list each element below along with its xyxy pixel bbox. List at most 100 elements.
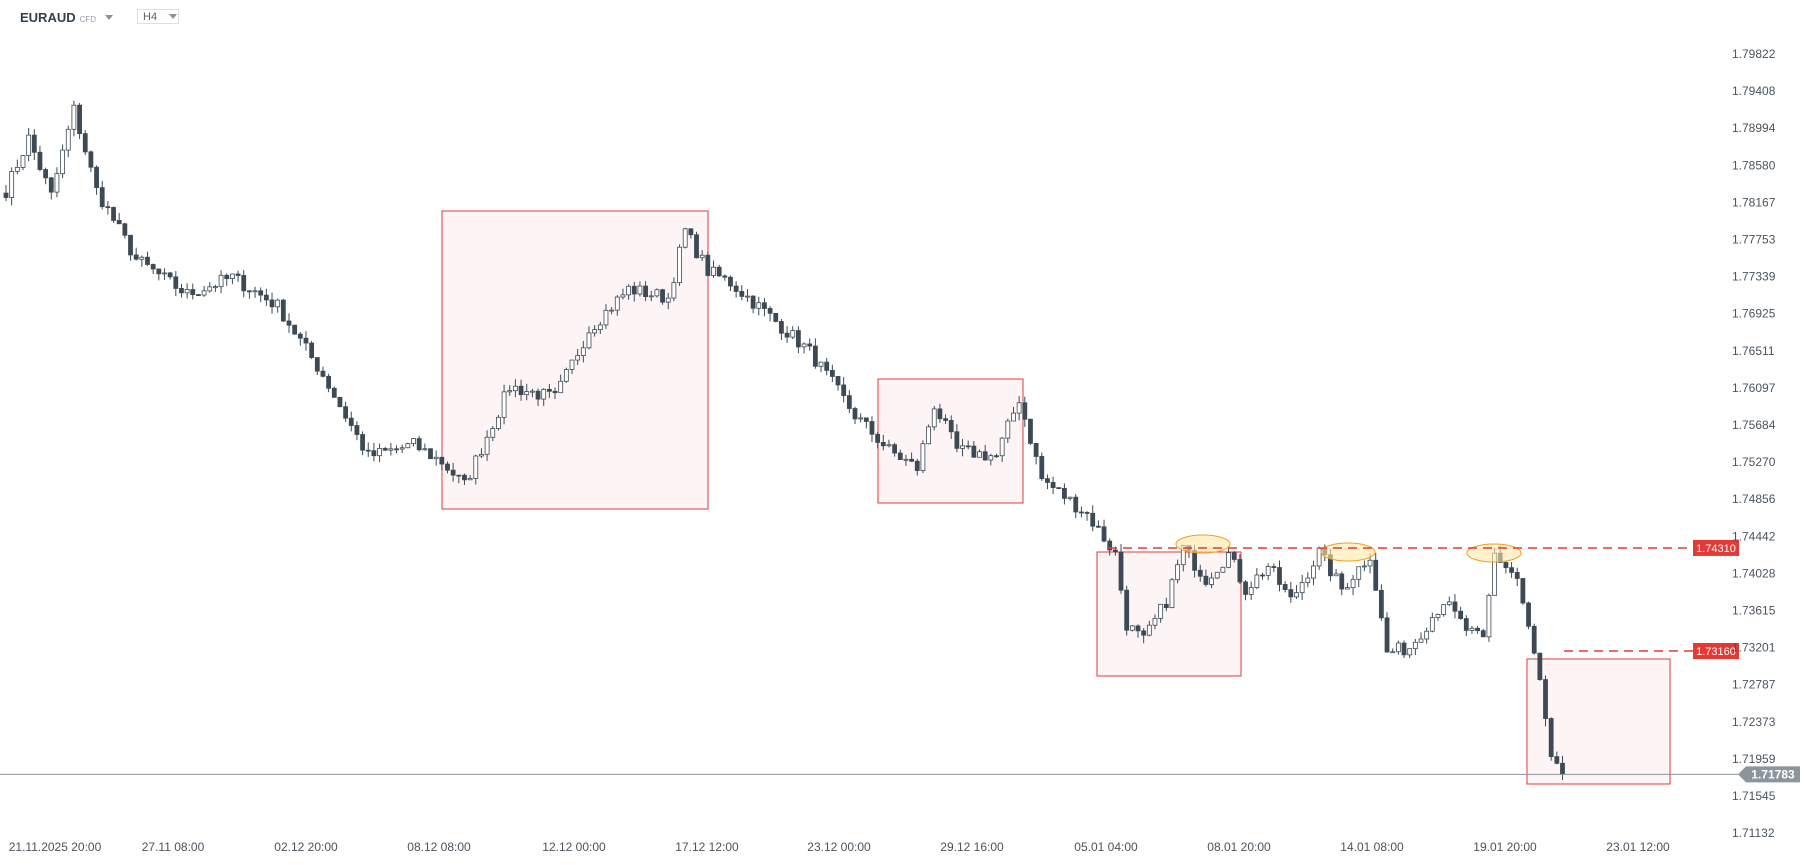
candle-body <box>1197 569 1203 577</box>
candle-body <box>1469 627 1475 631</box>
candle <box>682 227 688 249</box>
candle <box>1333 568 1339 577</box>
candle <box>982 444 988 461</box>
candle-body <box>1231 552 1237 560</box>
time-axis-label: 21.11.2025 20:00 <box>8 840 102 854</box>
candle <box>275 298 281 313</box>
level-price-label: 1.74310 <box>1696 543 1736 555</box>
candle-body <box>1237 559 1243 583</box>
candle <box>280 298 286 323</box>
candle <box>1316 546 1322 570</box>
candle-body <box>1560 762 1565 775</box>
time-axis-label: 27.11 08:00 <box>141 840 205 854</box>
candle-body <box>705 254 711 276</box>
candle-body <box>1548 718 1554 758</box>
chevron-down-icon[interactable] <box>105 15 114 20</box>
candle <box>354 421 360 441</box>
candle <box>988 453 994 466</box>
candle-body <box>9 170 15 198</box>
time-axis-label: 08.12 08:00 <box>407 840 471 854</box>
candle <box>960 439 965 457</box>
candle-body <box>473 455 479 479</box>
price-axis-label: 1.78167 <box>1732 195 1776 209</box>
candle-body <box>1260 574 1265 577</box>
time-axis-label: 12.12 00:00 <box>542 840 606 854</box>
candle-body <box>348 417 354 426</box>
candle <box>207 282 213 293</box>
candle-body <box>1350 578 1356 588</box>
candle <box>1163 597 1169 612</box>
candle-body <box>326 375 332 389</box>
candle-body <box>213 286 218 289</box>
candle-body <box>382 448 388 451</box>
candle-body <box>218 274 224 288</box>
candle <box>1299 574 1305 601</box>
candle <box>1429 612 1435 633</box>
candle-body <box>1429 617 1435 632</box>
candle-body <box>513 385 518 392</box>
candle <box>331 386 337 398</box>
candle <box>326 373 332 393</box>
candle-body <box>507 390 513 393</box>
price-axis-label: 1.74856 <box>1732 492 1776 506</box>
candle <box>1248 581 1254 600</box>
candle <box>835 376 841 391</box>
candle <box>473 454 479 485</box>
candle-body <box>111 207 116 221</box>
candle-body <box>1424 630 1430 640</box>
candle-body <box>1169 579 1175 609</box>
chevron-down-icon <box>169 14 178 19</box>
candle-body <box>518 385 524 396</box>
candle <box>603 304 609 330</box>
candle-body <box>1305 577 1311 584</box>
price-axis-label: 1.75684 <box>1732 418 1776 432</box>
candle <box>252 286 258 298</box>
price-axis-label: 1.79822 <box>1732 47 1776 61</box>
candle <box>167 271 173 280</box>
candle-body <box>1129 625 1135 631</box>
candle <box>1537 652 1543 681</box>
candle <box>1005 418 1011 444</box>
candle <box>1407 648 1413 659</box>
candle <box>365 442 371 457</box>
candle-body <box>94 166 99 188</box>
candle-body <box>1226 552 1231 568</box>
candle-body <box>439 456 445 465</box>
candle-body <box>263 294 269 301</box>
candle <box>1486 593 1492 642</box>
candle-body <box>1067 496 1073 499</box>
candle-body <box>1339 573 1345 590</box>
candle <box>399 444 405 454</box>
candle-body <box>631 285 637 295</box>
candle <box>1011 407 1016 422</box>
level-price-badge <box>1693 539 1739 556</box>
candle-body <box>756 302 762 309</box>
candle-body <box>603 309 609 326</box>
candle <box>745 289 750 302</box>
candle <box>909 452 914 462</box>
price-axis-label: 1.71132 <box>1732 826 1775 840</box>
candle <box>1220 566 1226 573</box>
candle <box>360 431 365 456</box>
candle <box>784 325 790 343</box>
candle-body <box>1333 573 1339 577</box>
candle-body <box>501 391 507 418</box>
candle-body <box>841 384 847 397</box>
candle <box>914 458 920 476</box>
candle-body <box>320 370 326 377</box>
candle <box>829 364 835 382</box>
symbol-selector[interactable]: EURAUD CFD <box>20 10 114 25</box>
candle-body <box>563 369 569 382</box>
candle-body <box>1316 547 1322 567</box>
candle-body <box>1503 562 1509 569</box>
candle-body <box>965 445 971 448</box>
highlight-ellipse <box>1466 543 1522 563</box>
candle <box>926 424 931 445</box>
candle <box>722 274 728 281</box>
timeframe-select[interactable]: H4 <box>137 9 179 24</box>
time-axis-label: 23.12 00:00 <box>807 840 871 854</box>
candle <box>1373 552 1379 591</box>
candle-body <box>767 308 773 314</box>
candle-body <box>943 418 948 421</box>
